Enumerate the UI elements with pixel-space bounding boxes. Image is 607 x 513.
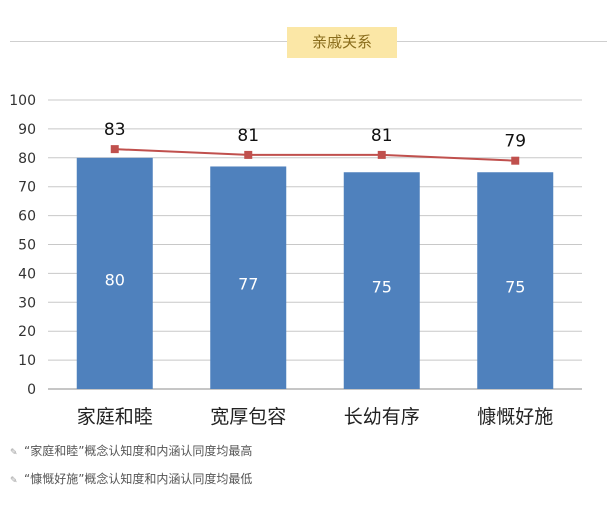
bar-value-label: 80 [105,270,125,289]
bar [477,172,554,389]
y-tick-label: 80 [18,151,36,167]
note-item: ✎ “慷慨好施”概念认知度和内涵认同度均最低 [10,471,252,489]
category-label: 长幼有序 [344,406,420,428]
y-tick-label: 50 [18,238,36,254]
line-marker [244,150,253,159]
note-bullet-icon: ✎ [10,448,18,458]
bar-value-label: 77 [238,275,258,294]
section-title: 亲戚关系 [287,27,397,58]
y-tick-label: 90 [18,122,36,138]
category-label: 宽厚包容 [210,406,286,428]
bar-value-label: 75 [372,278,392,297]
line-marker [110,145,119,154]
y-tick-label: 10 [18,353,36,369]
line-series [114,148,516,162]
line-value-label: 83 [104,120,126,140]
note-text: “慷慨好施”概念认知度和内涵认同度均最低 [24,472,253,486]
note-text: “家庭和睦”概念认知度和内涵认同度均最高 [24,444,253,458]
category-label: 慷慨好施 [477,405,553,428]
line-marker [511,156,520,165]
bar [76,157,153,389]
y-tick-label: 100 [9,93,36,109]
y-tick-label: 40 [18,266,36,282]
note-item: ✎ “家庭和睦”概念认知度和内涵认同度均最高 [10,443,252,461]
line-marker [377,150,386,159]
note-bullet-icon: ✎ [10,476,18,486]
category-label: 家庭和睦 [77,406,153,428]
bar [210,166,287,389]
y-tick-label: 0 [27,382,36,398]
y-tick-label: 60 [18,209,36,225]
y-tick-label: 70 [18,180,36,196]
bar-value-label: 75 [505,278,525,297]
line-value-label: 79 [504,132,526,152]
bar [343,172,420,389]
line-value-label: 81 [237,126,259,146]
y-tick-label: 30 [18,295,36,311]
line-value-label: 81 [371,126,393,146]
chart-canvas: 0 10 20 30 40 50 60 70 80 90 100 80 家庭和睦 77 宽厚包容 75 长幼有序… [9,93,582,428]
y-tick-label: 20 [18,324,36,340]
